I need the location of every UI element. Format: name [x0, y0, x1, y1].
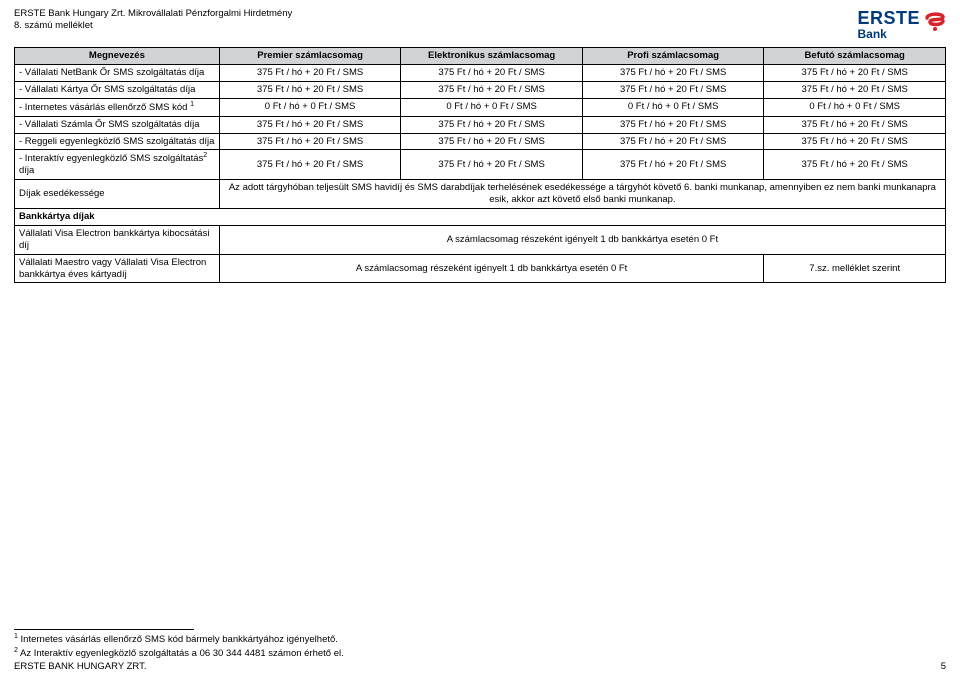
footer-company: ERSTE BANK HUNGARY ZRT. — [14, 661, 147, 673]
row-name: - Vállalati Kártya Őr SMS szolgáltatás d… — [15, 81, 220, 98]
page: ERSTE Bank Hungary Zrt. Mikrovállalati P… — [0, 0, 960, 291]
logo-mark-icon — [924, 9, 946, 29]
footer-page-number: 5 — [941, 661, 946, 673]
cell: 0 Ft / hó + 0 Ft / SMS — [219, 98, 401, 116]
cell-merged: Az adott tárgyhóban teljesült SMS havidí… — [219, 180, 945, 209]
cell: 375 Ft / hó + 20 Ft / SMS — [401, 116, 583, 133]
cell: 375 Ft / hó + 20 Ft / SMS — [764, 81, 946, 98]
col-header-elektronikus: Elektronikus számlacsomag — [401, 48, 583, 65]
row-name-prefix: - Internetes vásárlás ellenőrző SMS kód — [19, 102, 190, 113]
cell: 375 Ft / hó + 20 Ft / SMS — [401, 64, 583, 81]
cell: 375 Ft / hó + 20 Ft / SMS — [764, 133, 946, 150]
cell: 375 Ft / hó + 20 Ft / SMS — [582, 116, 764, 133]
fee-table: Megnevezés Premier számlacsomag Elektron… — [14, 47, 946, 283]
cell: 375 Ft / hó + 20 Ft / SMS — [401, 133, 583, 150]
header-line-1: ERSTE Bank Hungary Zrt. Mikrovállalati P… — [14, 8, 292, 20]
row-name-prefix: - Interaktív egyenlegközlő SMS szolgálta… — [19, 154, 203, 165]
col-header-name: Megnevezés — [15, 48, 220, 65]
cell: 375 Ft / hó + 20 Ft / SMS — [582, 64, 764, 81]
row-name: - Vállalati Számla Őr SMS szolgáltatás d… — [15, 116, 220, 133]
table-row: Vállalati Visa Electron bankkártya kiboc… — [15, 225, 946, 254]
row-name: Vállalati Visa Electron bankkártya kiboc… — [15, 225, 220, 254]
cell: 375 Ft / hó + 20 Ft / SMS — [219, 133, 401, 150]
cell-merged: A számlacsomag részeként igényelt 1 db b… — [219, 254, 764, 283]
cell: 375 Ft / hó + 20 Ft / SMS — [401, 150, 583, 180]
row-name-suffix: díja — [19, 165, 34, 176]
row-name: Díjak esedékessége — [15, 180, 220, 209]
section-header-row: Bankkártya díjak — [15, 209, 946, 226]
row-name-sup: 1 — [190, 101, 194, 108]
table-row: - Reggeli egyenlegközlő SMS szolgáltatás… — [15, 133, 946, 150]
footnote-text: Internetes vásárlás ellenőrző SMS kód bá… — [18, 634, 338, 645]
cell: 0 Ft / hó + 0 Ft / SMS — [582, 98, 764, 116]
footnote-2: 2 Az Interaktív egyenlegközlő szolgáltat… — [14, 646, 946, 661]
footnote-text: Az Interaktív egyenlegközlő szolgáltatás… — [18, 648, 344, 659]
table-row: - Interaktív egyenlegközlő SMS szolgálta… — [15, 150, 946, 180]
table-row: - Internetes vásárlás ellenőrző SMS kód … — [15, 98, 946, 116]
row-name: - Vállalati NetBank Őr SMS szolgáltatás … — [15, 64, 220, 81]
cell: 375 Ft / hó + 20 Ft / SMS — [401, 81, 583, 98]
col-header-profi: Profi számlacsomag — [582, 48, 764, 65]
page-header: ERSTE Bank Hungary Zrt. Mikrovállalati P… — [14, 8, 946, 41]
cell: 7.sz. melléklet szerint — [764, 254, 946, 283]
logo-top: ERSTE — [857, 8, 946, 29]
logo-sub: Bank — [857, 27, 886, 41]
row-name-sup: 2 — [203, 152, 207, 159]
header-line-2: 8. számú melléklet — [14, 20, 292, 32]
cell: 375 Ft / hó + 20 Ft / SMS — [582, 150, 764, 180]
table-row: Díjak esedékessége Az adott tárgyhóban t… — [15, 180, 946, 209]
footer-row: ERSTE BANK HUNGARY ZRT. 5 — [14, 661, 946, 673]
table-row: - Vállalati Kártya Őr SMS szolgáltatás d… — [15, 81, 946, 98]
cell: 375 Ft / hó + 20 Ft / SMS — [582, 133, 764, 150]
section-title: Bankkártya díjak — [15, 209, 946, 226]
footnote-divider — [14, 629, 194, 630]
row-name: - Interaktív egyenlegközlő SMS szolgálta… — [15, 150, 220, 180]
row-name: - Reggeli egyenlegközlő SMS szolgáltatás… — [15, 133, 220, 150]
cell-merged: A számlacsomag részeként igényelt 1 db b… — [219, 225, 945, 254]
footnote-1: 1 Internetes vásárlás ellenőrző SMS kód … — [14, 632, 946, 647]
cell: 375 Ft / hó + 20 Ft / SMS — [219, 116, 401, 133]
cell: 375 Ft / hó + 20 Ft / SMS — [764, 116, 946, 133]
cell: 0 Ft / hó + 0 Ft / SMS — [764, 98, 946, 116]
cell: 375 Ft / hó + 20 Ft / SMS — [764, 150, 946, 180]
cell: 375 Ft / hó + 20 Ft / SMS — [219, 150, 401, 180]
cell: 375 Ft / hó + 20 Ft / SMS — [582, 81, 764, 98]
table-header-row: Megnevezés Premier számlacsomag Elektron… — [15, 48, 946, 65]
table-row: - Vállalati NetBank Őr SMS szolgáltatás … — [15, 64, 946, 81]
cell: 375 Ft / hó + 20 Ft / SMS — [764, 64, 946, 81]
col-header-befuto: Befutó számlacsomag — [764, 48, 946, 65]
row-name: - Internetes vásárlás ellenőrző SMS kód … — [15, 98, 220, 116]
cell: 375 Ft / hó + 20 Ft / SMS — [219, 81, 401, 98]
logo-word: ERSTE — [857, 8, 920, 29]
cell: 0 Ft / hó + 0 Ft / SMS — [401, 98, 583, 116]
row-name: Vállalati Maestro vagy Vállalati Visa El… — [15, 254, 220, 283]
header-text: ERSTE Bank Hungary Zrt. Mikrovállalati P… — [14, 8, 292, 33]
col-header-premier: Premier számlacsomag — [219, 48, 401, 65]
table-row: Vállalati Maestro vagy Vállalati Visa El… — [15, 254, 946, 283]
table-row: - Vállalati Számla Őr SMS szolgáltatás d… — [15, 116, 946, 133]
footnotes: 1 Internetes vásárlás ellenőrző SMS kód … — [14, 629, 946, 673]
erste-logo: ERSTE Bank — [857, 8, 946, 41]
cell: 375 Ft / hó + 20 Ft / SMS — [219, 64, 401, 81]
